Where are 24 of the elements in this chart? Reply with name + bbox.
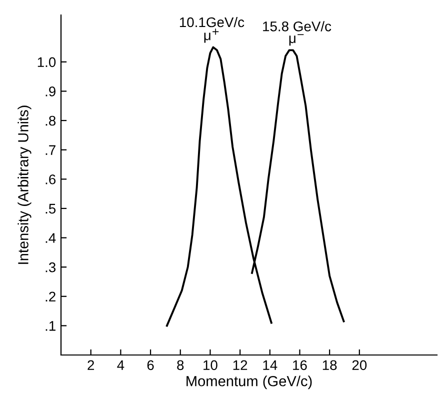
y-tick-label: .4	[46, 233, 56, 243]
y-tick-label: .1	[46, 321, 56, 331]
x-tick-label: 8	[177, 360, 184, 370]
y-tick-label: 1.0	[38, 57, 56, 68]
x-tick-label: 6	[147, 360, 154, 370]
y-tick-label: .6	[46, 174, 56, 184]
y-tick-label: .2	[46, 292, 56, 302]
x-tick-label: 12	[233, 360, 248, 370]
x-tick-label: 10	[204, 360, 218, 370]
x-tick-label: 2	[88, 360, 94, 370]
x-tick-label: 18	[322, 360, 337, 370]
x-tick-label: 14	[263, 360, 278, 370]
y-tick-label: .9	[46, 86, 56, 96]
annotation: 15.8 GeV/c μ$^{−}$	[263, 21, 332, 46]
y-tick-label: .5	[46, 204, 56, 214]
x-axis-title: Momentum (GeV/c)	[186, 376, 312, 390]
annotation: 10.1GeV/c μ$^{+}$	[180, 16, 244, 43]
y-tick-label: .8	[46, 116, 56, 126]
y-axis-title: Intensity (Arbitrary Units)	[18, 106, 32, 264]
y-tick-label: .7	[46, 145, 56, 155]
x-tick-label: 20	[352, 360, 367, 370]
y-tick-label: .3	[46, 262, 56, 272]
x-tick-label: 16	[293, 360, 307, 370]
x-tick-label: 4	[117, 360, 124, 370]
